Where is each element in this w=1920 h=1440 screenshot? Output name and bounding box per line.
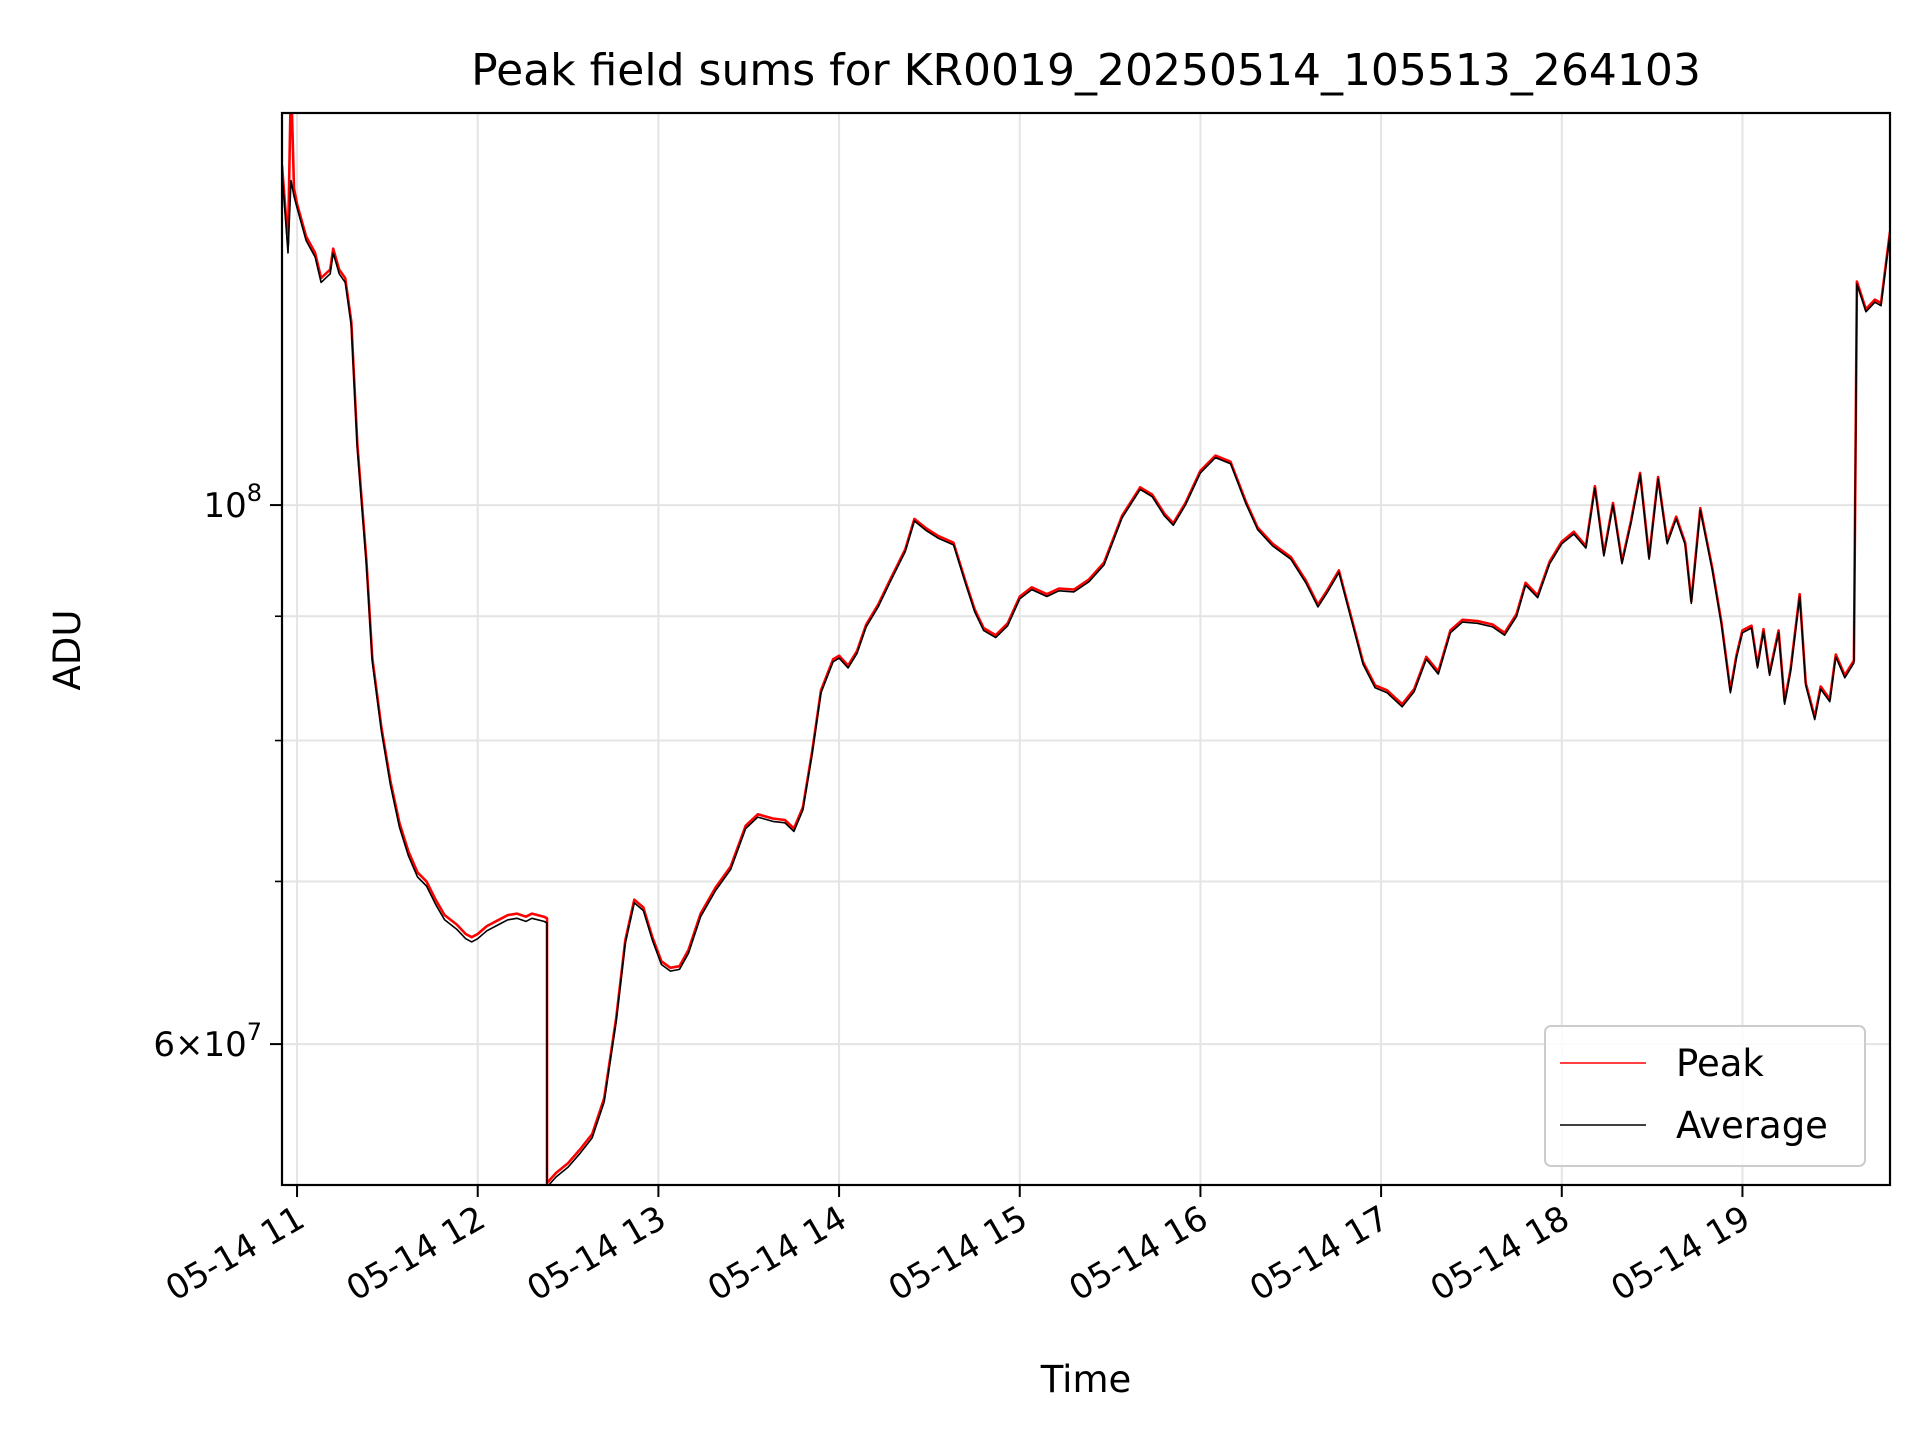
plot-area: [282, 113, 1890, 1185]
chart-title: Peak field sums for KR0019_20250514_1055…: [471, 45, 1701, 96]
x-axis-label: Time: [1040, 1358, 1132, 1401]
series-line-average: [282, 172, 1890, 1185]
plot-frame: [280, 111, 1892, 1187]
legend-box: [1544, 1025, 1866, 1167]
y-axis-label: ADU: [46, 610, 89, 691]
legend-label-peak: Peak: [1676, 1042, 1764, 1085]
legend-label-average: Average: [1676, 1104, 1828, 1147]
y-tick-label: 108: [203, 479, 262, 526]
y-axis-ticks: 6×107 108: [153, 479, 282, 1065]
legend: Peak Average: [1544, 1025, 1866, 1167]
series-lines: [282, 113, 1890, 1185]
y-tick-label: 6×107: [153, 1018, 262, 1065]
